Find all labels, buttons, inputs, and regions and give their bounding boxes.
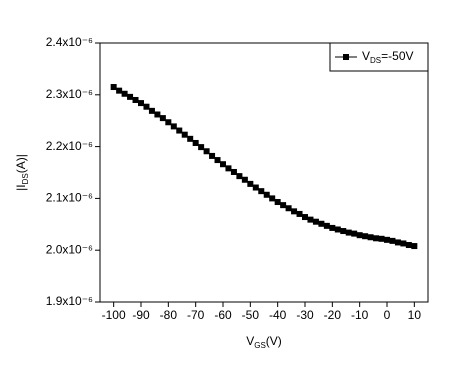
- marker: [356, 232, 363, 239]
- marker: [220, 161, 226, 168]
- y-tick-label: 2.3x10⁻⁶: [46, 87, 93, 101]
- marker: [192, 139, 199, 146]
- x-tick-label: -60: [214, 308, 232, 322]
- subscript: GS: [254, 341, 266, 350]
- y-tick-label: 2.4x10⁻⁶: [46, 35, 93, 49]
- marker: [263, 191, 270, 198]
- marker: [247, 180, 254, 187]
- marker: [187, 135, 194, 142]
- label-part: (V): [266, 334, 282, 348]
- marker: [230, 168, 237, 175]
- marker: [400, 240, 407, 247]
- subscript: DS: [370, 56, 381, 65]
- marker: [198, 144, 205, 151]
- marker: [389, 237, 396, 244]
- marker: [323, 222, 330, 229]
- marker: [258, 188, 265, 195]
- marker: [165, 119, 172, 126]
- legend-marker: [343, 54, 349, 60]
- marker: [384, 236, 390, 243]
- marker: [252, 184, 259, 191]
- marker: [345, 229, 352, 236]
- marker: [334, 226, 341, 233]
- series-line: [113, 86, 415, 247]
- x-tick-label: -100: [102, 308, 126, 322]
- marker: [127, 93, 134, 100]
- label-part: (A)|: [14, 154, 28, 173]
- marker: [296, 210, 303, 217]
- marker: [269, 195, 276, 202]
- marker: [214, 157, 221, 164]
- x-tick-label: -80: [160, 308, 178, 322]
- marker: [394, 239, 401, 246]
- marker: [302, 214, 308, 221]
- marker: [318, 220, 325, 227]
- marker: [405, 242, 412, 249]
- label-part: |I: [14, 184, 28, 190]
- marker: [329, 224, 336, 231]
- marker: [351, 230, 358, 237]
- marker: [307, 216, 314, 223]
- marker: [280, 202, 287, 209]
- y-tick-label: 2.0x10⁻⁶: [46, 242, 93, 256]
- marker: [373, 235, 380, 242]
- legend-label: VDS=-50V: [362, 49, 414, 65]
- y-tick-label: 2.2x10⁻⁶: [46, 139, 93, 153]
- marker: [154, 111, 161, 118]
- marker: [340, 228, 347, 235]
- marker: [110, 84, 117, 91]
- label-part: =-50V: [381, 49, 413, 63]
- marker: [181, 131, 188, 138]
- marker: [203, 148, 210, 155]
- marker: [312, 218, 319, 225]
- x-tick-label: -30: [296, 308, 314, 322]
- marker: [143, 103, 150, 110]
- y-tick-label: 1.9x10⁻⁶: [46, 294, 93, 308]
- marker: [132, 96, 139, 103]
- subscript: DS: [21, 173, 30, 184]
- marker: [170, 123, 177, 130]
- marker: [285, 205, 292, 212]
- y-axis-label: |IDS(A)|: [14, 154, 30, 191]
- marker: [121, 90, 128, 97]
- marker: [378, 235, 385, 242]
- marker: [176, 127, 183, 134]
- x-tick-label: 0: [384, 308, 391, 322]
- marker: [209, 152, 216, 159]
- x-tick-label: -90: [132, 308, 150, 322]
- marker: [225, 165, 232, 172]
- x-tick-label: -10: [351, 308, 369, 322]
- marker: [138, 100, 144, 107]
- x-tick-label: 10: [408, 308, 422, 322]
- label-part: V: [246, 334, 254, 348]
- label-part: V: [362, 49, 370, 63]
- marker: [148, 107, 155, 114]
- x-axis-label: VGS(V): [246, 334, 282, 350]
- marker: [116, 87, 123, 94]
- marker: [362, 233, 369, 240]
- x-tick-label: -20: [324, 308, 342, 322]
- marker: [159, 115, 166, 122]
- marker: [274, 199, 281, 206]
- y-tick-label: 2.1x10⁻⁶: [46, 191, 93, 205]
- x-tick-label: -40: [269, 308, 287, 322]
- x-tick-label: -50: [242, 308, 260, 322]
- marker: [291, 208, 298, 215]
- plot-frame: [99, 42, 429, 303]
- marker: [367, 234, 374, 241]
- marker: [241, 176, 248, 183]
- x-tick-label: -70: [187, 308, 205, 322]
- marker: [236, 173, 243, 180]
- marker: [411, 243, 418, 250]
